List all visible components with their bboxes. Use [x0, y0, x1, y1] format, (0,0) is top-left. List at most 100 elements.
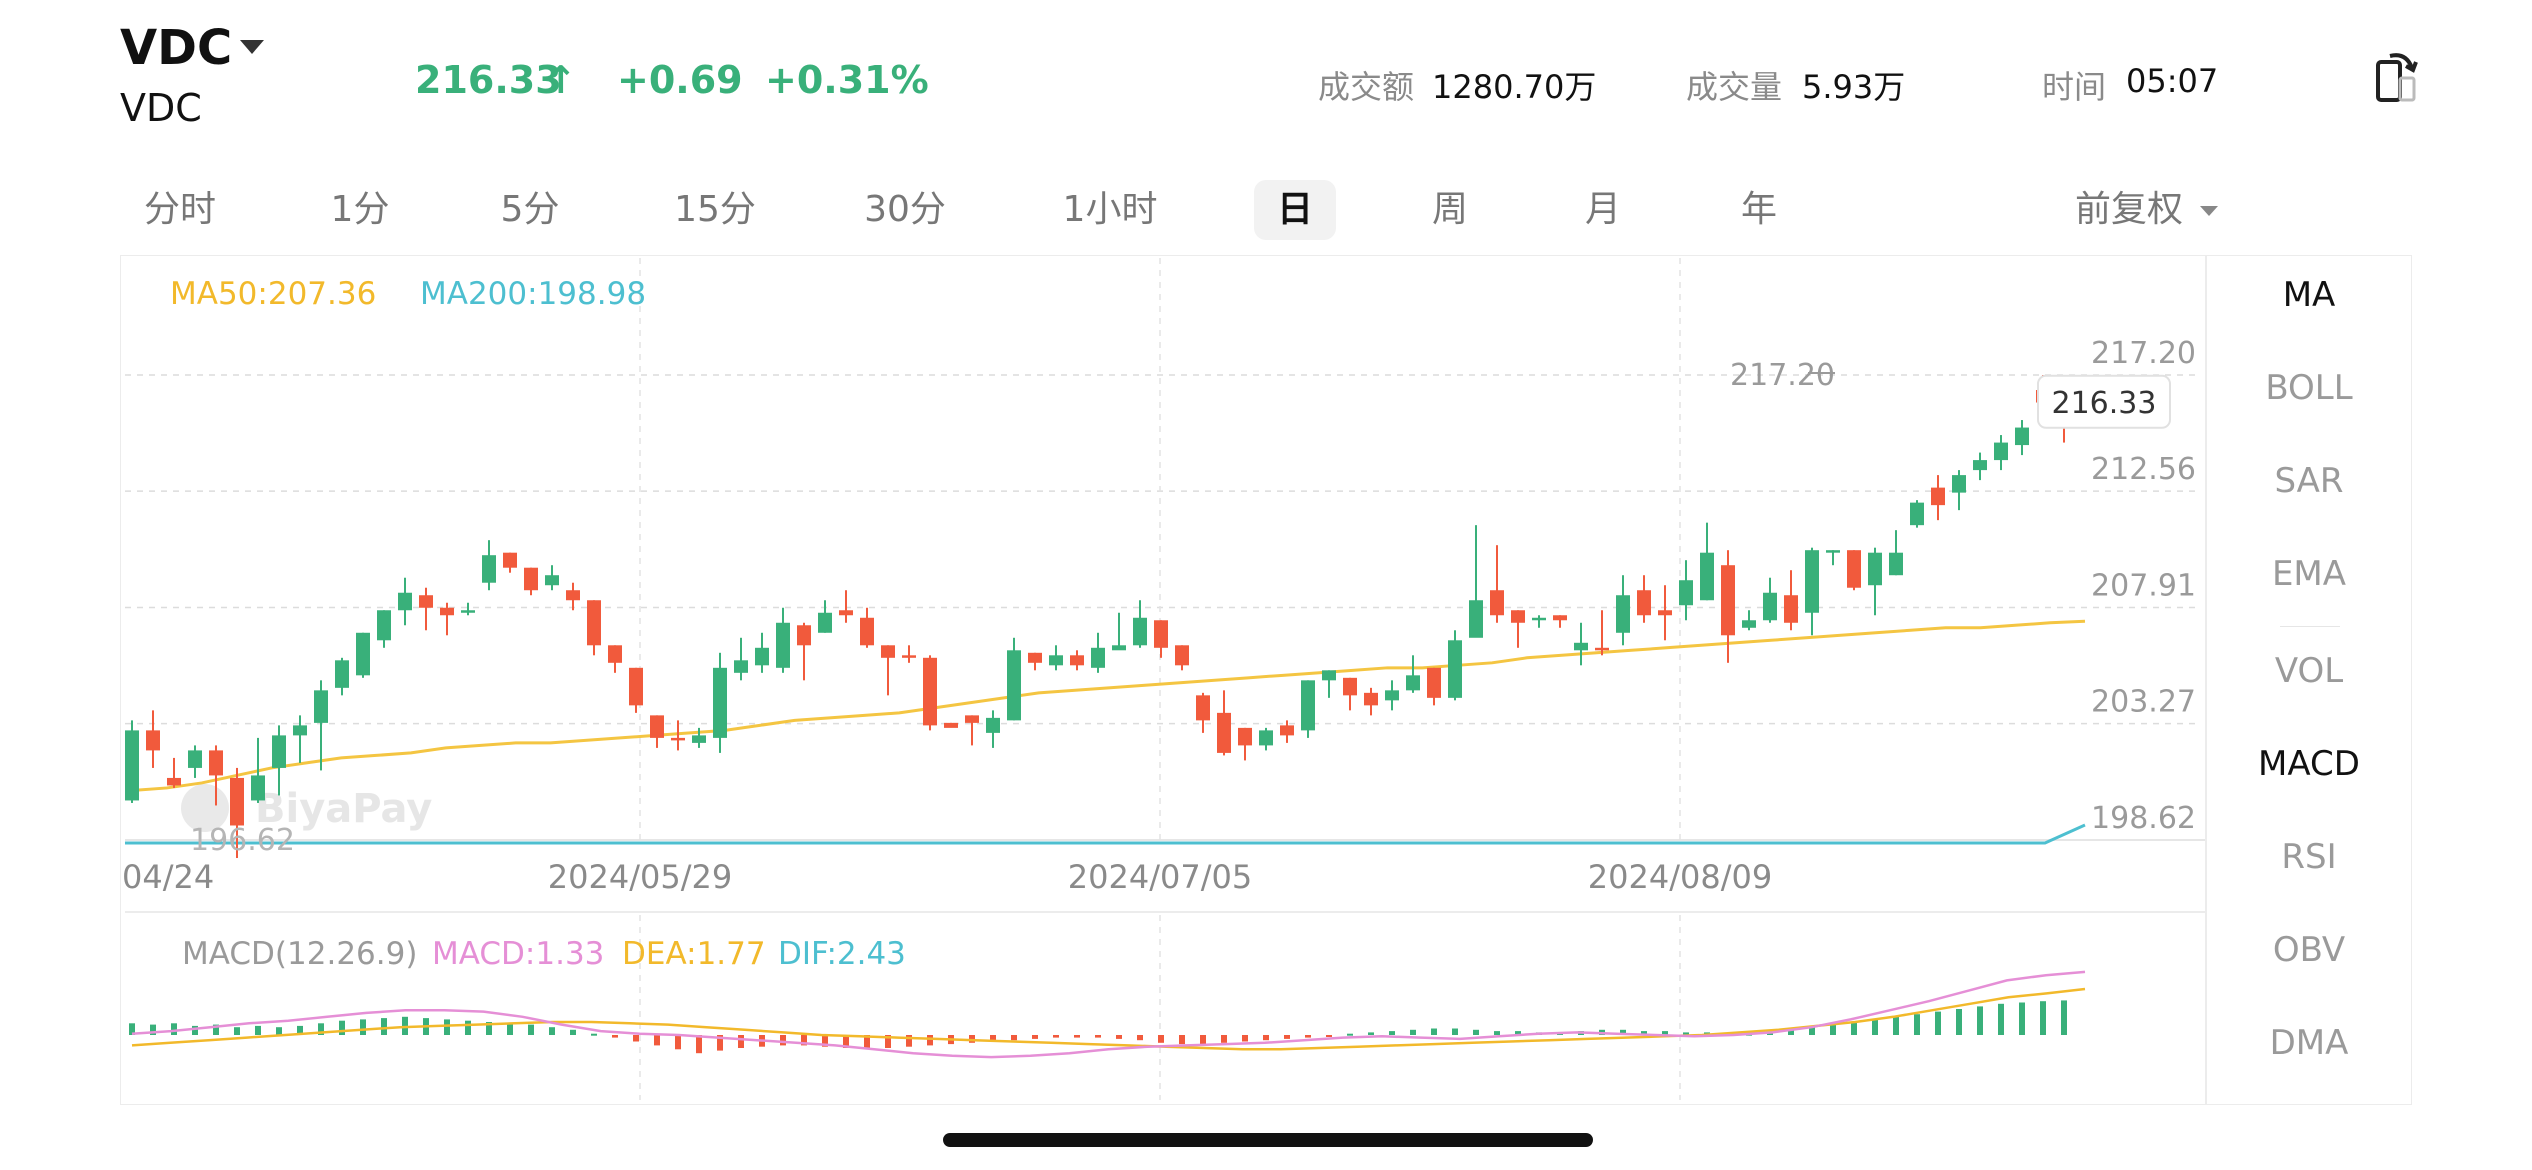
tab-period-1[interactable]: 1分: [330, 189, 390, 230]
tab-period-4[interactable]: 30分: [864, 189, 946, 230]
candle-body: [461, 610, 475, 613]
macd-histogram-bar: [1515, 1031, 1521, 1035]
candle-body: [314, 690, 328, 723]
macd-histogram-bar: [297, 1025, 303, 1035]
candle-body: [1049, 655, 1063, 666]
indicator-obv[interactable]: OBV: [2272, 930, 2346, 970]
candle-body: [1574, 642, 1588, 651]
x-tick-label: 2024/05/29: [548, 858, 732, 896]
ma200-legend: MA200:198.98: [420, 276, 646, 312]
tab-period-8[interactable]: 月: [1584, 189, 1621, 230]
tab-period-6[interactable]: 日: [1254, 180, 1336, 240]
macd-histogram-bar: [1662, 1031, 1668, 1035]
candle-body: [1280, 725, 1294, 736]
candle-body: [188, 750, 202, 768]
macd-histogram-bar: [360, 1019, 366, 1035]
candle-body: [629, 667, 643, 706]
macd-histogram-bar: [1998, 1003, 2004, 1035]
symbol-title[interactable]: VDC: [120, 20, 233, 76]
last-price-badge: [2037, 374, 2171, 429]
macd-histogram-bar: [1494, 1031, 1500, 1035]
tab-period-7[interactable]: 周: [1431, 189, 1468, 230]
macd-histogram-bar: [213, 1024, 219, 1035]
time-label: 时间: [2042, 68, 2107, 106]
indicator-sar[interactable]: SAR: [2274, 461, 2344, 501]
macd-histogram-bar: [528, 1024, 534, 1035]
macd-histogram-bar: [1179, 1035, 1185, 1045]
candle-body: [1364, 692, 1378, 706]
candle-body: [1994, 442, 2008, 461]
candle-body: [881, 645, 895, 658]
tab-period-0[interactable]: 分时: [143, 189, 216, 230]
candle-body: [1238, 727, 1252, 746]
candle-body: [776, 622, 790, 668]
candle-body: [1427, 667, 1441, 698]
macd-histogram-bar: [1683, 1032, 1689, 1035]
macd-histogram-bar: [738, 1035, 744, 1048]
candle-body: [608, 645, 622, 663]
time-value: 05:07: [2126, 62, 2219, 100]
macd-histogram-bar: [150, 1024, 156, 1035]
macd-histogram-bar: [1221, 1035, 1227, 1043]
candle-body: [272, 735, 286, 768]
candle-body: [650, 715, 664, 738]
macd-histogram-bar: [507, 1023, 513, 1035]
candle-body: [545, 575, 559, 586]
x-tick-label: 2024/08/09: [1588, 858, 1772, 896]
y-tick-label: 207.91: [2091, 569, 2196, 604]
price-change-percent: +0.31%: [765, 58, 929, 102]
indicator-ma[interactable]: MA: [2282, 275, 2336, 315]
candle-body: [1385, 690, 1399, 701]
candle-body: [1007, 650, 1021, 721]
tab-period-5[interactable]: 1小时: [1062, 189, 1158, 230]
dea-legend: DEA:1.77: [622, 936, 766, 972]
candle-body: [440, 607, 454, 616]
tab-period-2[interactable]: 5分: [500, 189, 560, 230]
chevron-down-icon: [2200, 206, 2219, 216]
macd-histogram-bar: [906, 1035, 912, 1047]
indicator-ema[interactable]: EMA: [2271, 554, 2347, 594]
indicator-vol[interactable]: VOL: [2274, 651, 2344, 691]
macd-histogram-bar: [2019, 1002, 2025, 1035]
indicator-macd[interactable]: MACD: [2258, 744, 2360, 784]
macd-histogram-bar: [318, 1023, 324, 1035]
macd-histogram-bar: [717, 1035, 723, 1051]
candle-body: [167, 777, 181, 786]
last-price: 216.33: [415, 58, 562, 102]
macd-histogram-bar: [1872, 1019, 1878, 1035]
candle-body: [524, 567, 538, 591]
adjust-selector[interactable]: 前复权: [2075, 180, 2219, 240]
tab-period-3[interactable]: 15分: [674, 189, 756, 230]
y-tick-label: 217.20: [2091, 336, 2196, 371]
indicator-boll[interactable]: BOLL: [2265, 368, 2353, 408]
macd-histogram-bar: [1368, 1032, 1374, 1035]
macd-histogram-bar: [171, 1023, 177, 1035]
macd-histogram-bar: [1263, 1035, 1269, 1041]
symbol-name: VDC: [120, 86, 202, 130]
indicator-rsi[interactable]: RSI: [2281, 837, 2337, 877]
macd-histogram-bar: [276, 1027, 282, 1035]
macd-histogram-bar: [1305, 1035, 1311, 1038]
macd-histogram-bar: [801, 1035, 807, 1046]
macd-histogram-bar: [1032, 1035, 1038, 1039]
candle-body: [1973, 460, 1987, 471]
indicator-dma[interactable]: DMA: [2269, 1023, 2349, 1063]
candle-body: [1931, 487, 1945, 506]
home-indicator: [943, 1133, 1593, 1147]
candle-body: [1847, 550, 1861, 588]
macd-histogram-bar: [1410, 1029, 1416, 1035]
macd-histogram-bar: [234, 1027, 240, 1035]
y-tick-label: 203.27: [2091, 685, 2196, 720]
candle-body: [1952, 475, 1966, 493]
rotate-screen-icon[interactable]: [2370, 48, 2430, 108]
dif-legend: DIF:2.43: [778, 936, 906, 972]
candle-body: [1133, 617, 1147, 646]
tab-period-9[interactable]: 年: [1740, 189, 1777, 230]
watermark-text: BiyaPay: [255, 786, 432, 832]
macd-histogram-bar: [444, 1019, 450, 1035]
macd-histogram-bar: [990, 1035, 996, 1042]
chevron-down-icon[interactable]: [240, 40, 264, 54]
candle-body: [125, 730, 139, 801]
candle-body: [797, 625, 811, 646]
